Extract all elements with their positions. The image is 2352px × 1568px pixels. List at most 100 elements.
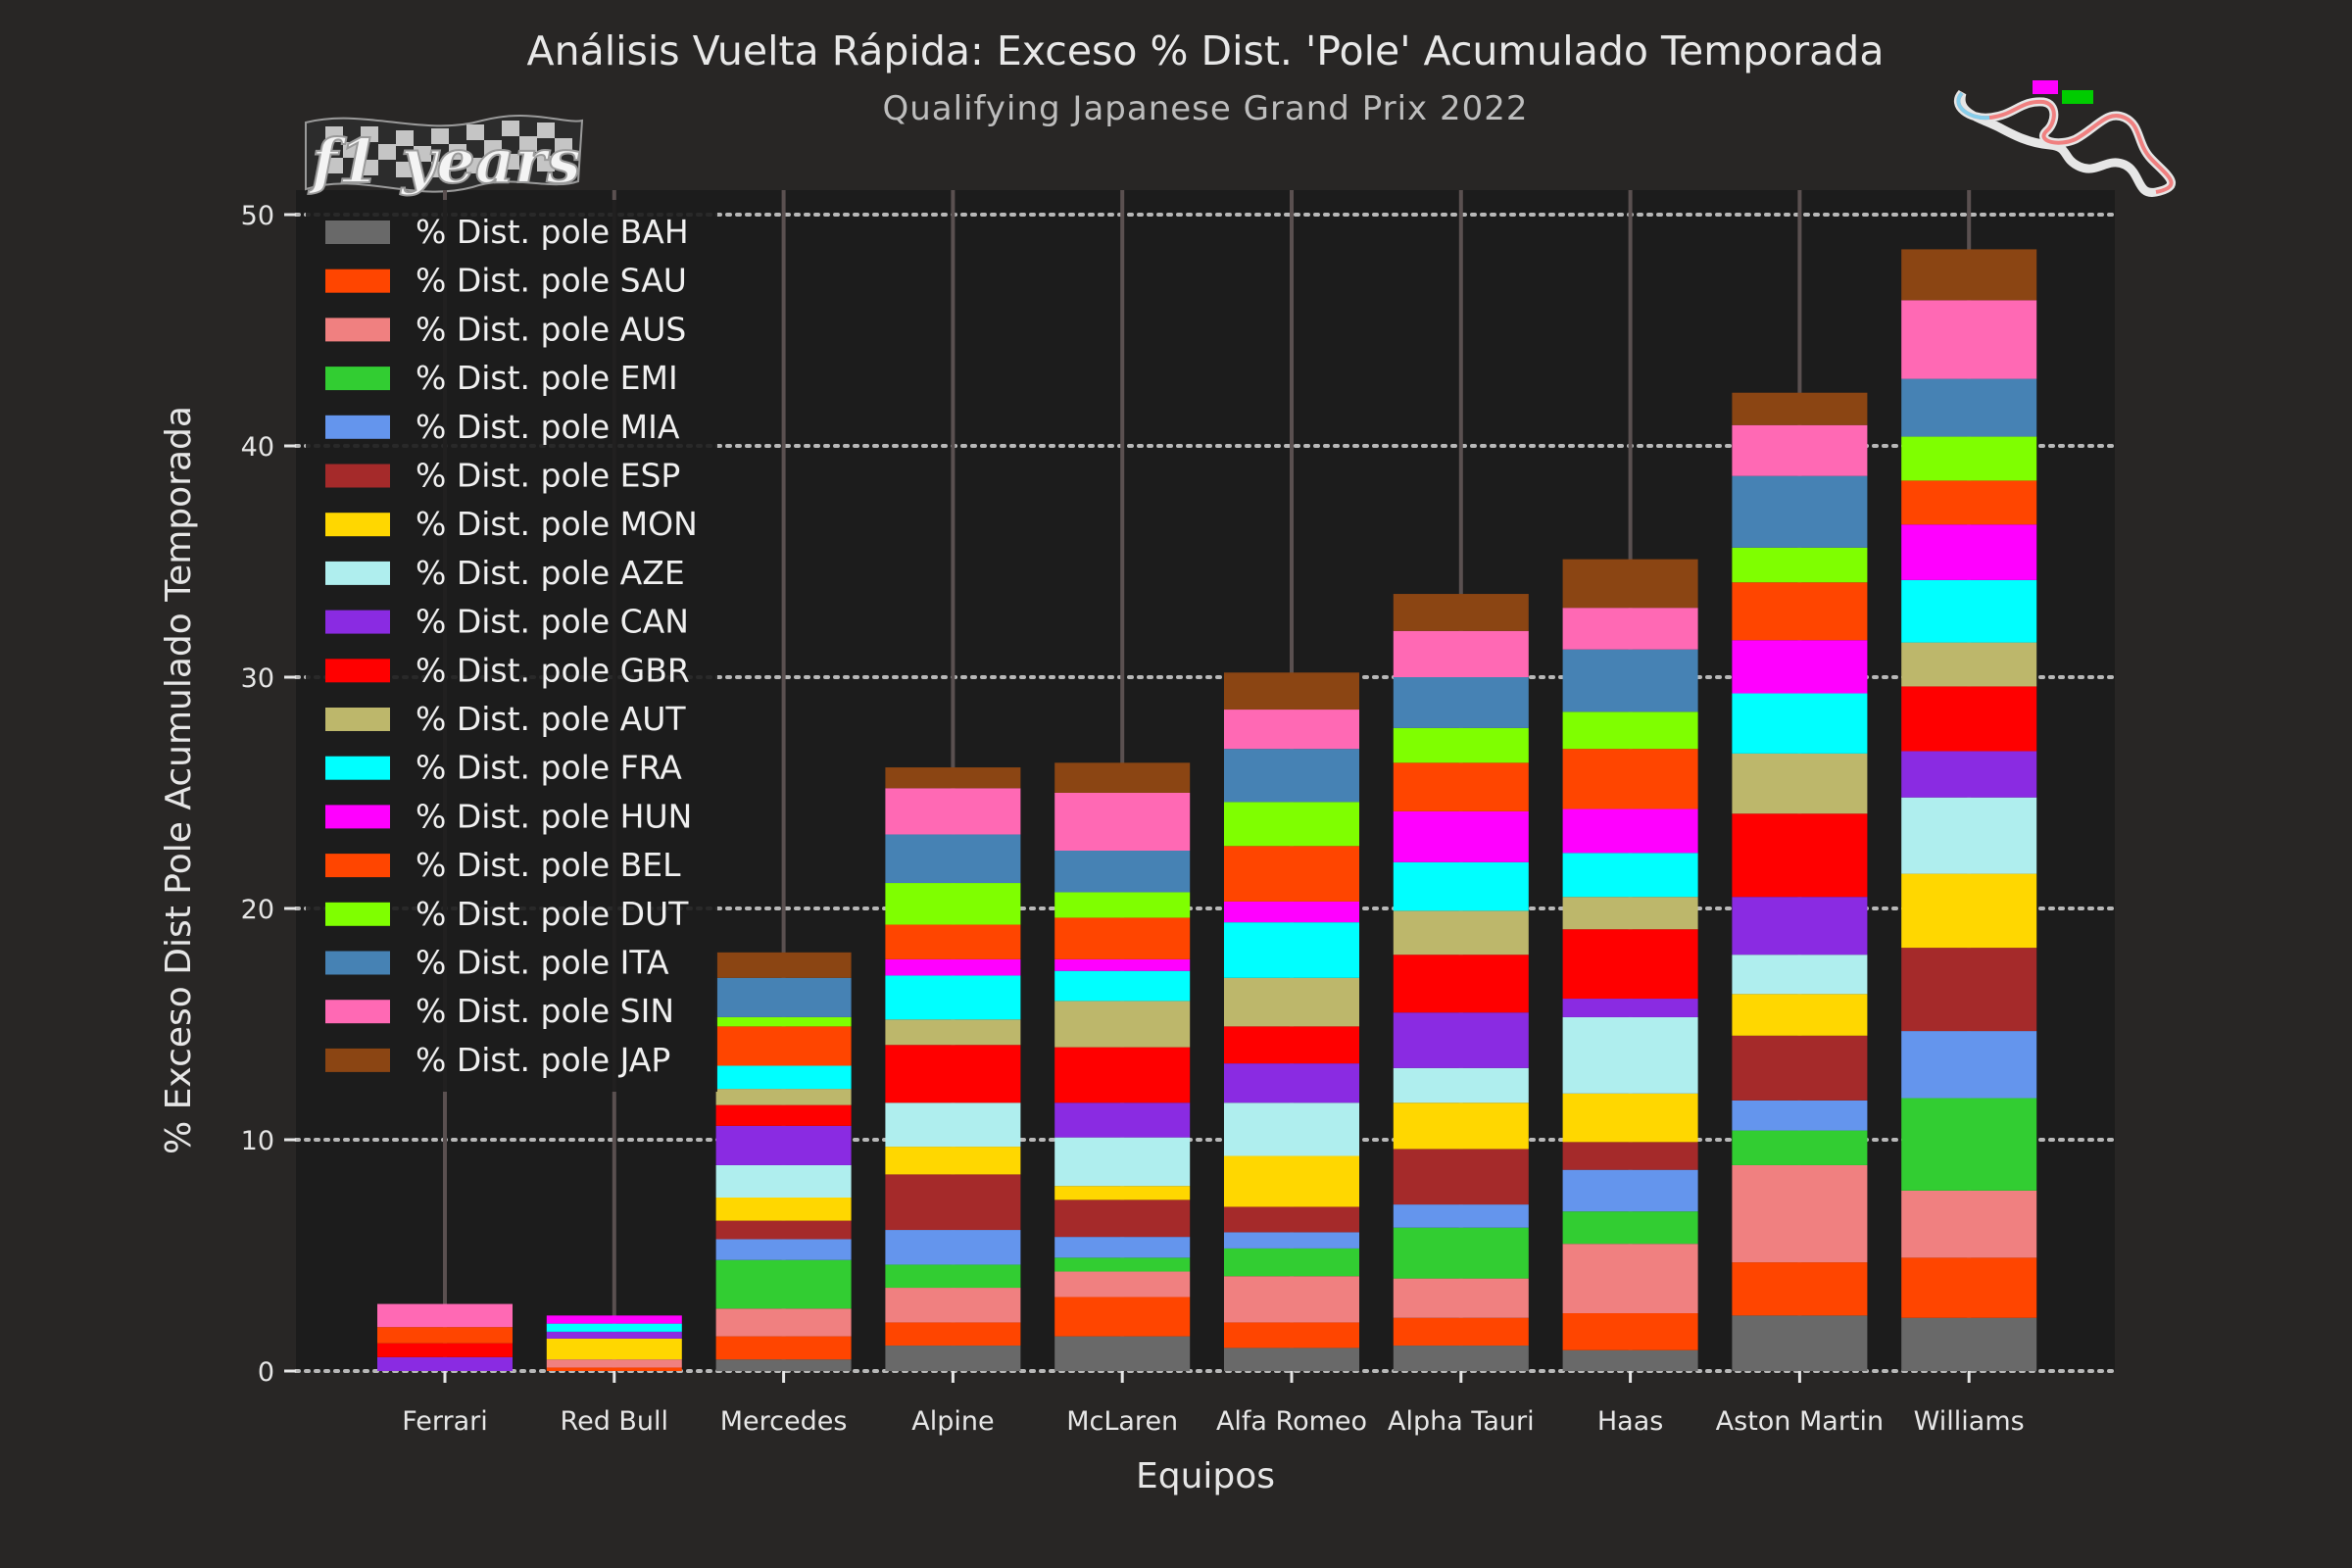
bar-segment [1562, 853, 1698, 898]
bar-segment [1562, 808, 1698, 854]
bar-segment [885, 834, 1021, 884]
bar-segment [1054, 1137, 1191, 1187]
bar-segment [1393, 1346, 1529, 1371]
bar-segment [1224, 1026, 1359, 1064]
legend-swatch [325, 318, 390, 342]
bar-segment [546, 1338, 682, 1360]
bar-segment [1224, 1232, 1359, 1249]
bar-segment [1901, 797, 2037, 874]
bar-segment [1054, 1257, 1191, 1272]
bar-segment [1224, 1155, 1359, 1207]
bar-segment [546, 1315, 682, 1324]
bar-segment [1393, 810, 1529, 862]
stacked-bars [377, 249, 2037, 1371]
bar-segment [715, 977, 852, 1017]
bar-segment [1054, 970, 1191, 1002]
bar-segment [1901, 686, 2037, 752]
bar-segment [1224, 846, 1359, 902]
bar-segment [885, 788, 1021, 835]
bar-segment [546, 1367, 682, 1371]
bar-segment [546, 1331, 682, 1339]
bar-segment [1393, 630, 1529, 677]
x-axis-label: Equipos [1136, 1456, 1275, 1496]
legend: % Dist. pole BAH % Dist. pole SAU % Dist. … [306, 200, 717, 1092]
legend-label: % Dist. pole AUS [416, 310, 686, 348]
legend-swatch [325, 659, 390, 683]
bar-segment [715, 1104, 852, 1126]
legend-swatch [325, 902, 390, 926]
legend-swatch [325, 951, 390, 975]
legend-swatch [325, 756, 390, 780]
legend-swatch [325, 854, 390, 878]
bar-segment [885, 1322, 1021, 1347]
bar-segment [885, 883, 1021, 925]
bar-segment [1054, 793, 1191, 851]
bar-segment [1393, 1012, 1529, 1068]
bar-segment [885, 924, 1021, 959]
bar-segment [1732, 693, 1868, 754]
legend-swatch [325, 561, 390, 585]
legend-label: % Dist. pole CAN [416, 603, 689, 641]
x-tick-label: Williams [1914, 1406, 2025, 1437]
legend-swatch [325, 220, 390, 244]
bar-segment [885, 975, 1021, 1020]
bar-segment [1562, 1142, 1698, 1170]
bar-segment [1732, 582, 1868, 641]
bar-segment [546, 1323, 682, 1332]
legend-label: % Dist. pole HUN [416, 797, 692, 835]
bar-segment [1562, 1313, 1698, 1350]
bar-segment [715, 1164, 852, 1198]
bar-segment [1224, 1206, 1359, 1233]
bar-segment [1562, 1211, 1698, 1245]
bar-segment [1732, 392, 1868, 425]
bar-segment [715, 1125, 852, 1165]
bar-segment [1732, 1035, 1868, 1101]
bar-segment [1562, 711, 1698, 750]
bar-segment [1224, 1276, 1359, 1323]
bar-segment [1562, 559, 1698, 609]
bar-segment [715, 1259, 852, 1309]
legend-label: % Dist. pole BAH [416, 213, 689, 251]
bar-segment [1054, 958, 1191, 971]
legend-label: % Dist. pole EMI [416, 359, 678, 397]
bar-segment [885, 1102, 1021, 1148]
bar-segment [1224, 1348, 1359, 1371]
bar-segment [885, 1264, 1021, 1289]
bar-segment [1901, 436, 2037, 481]
bar-segment [1562, 1349, 1698, 1371]
bar-segment [885, 1174, 1021, 1231]
bar-segment [1901, 642, 2037, 687]
legend-label: % Dist. pole BEL [416, 846, 681, 884]
x-tick-label: Alfa Romeo [1216, 1406, 1367, 1437]
bar-segment [1054, 1237, 1191, 1258]
bar-segment [715, 1220, 852, 1240]
suzuka-circuit-icon [1954, 80, 2176, 197]
bar-segment [1054, 1047, 1191, 1103]
x-tick-label: Mercedes [720, 1406, 848, 1437]
legend-label: % Dist. pole SIN [416, 992, 674, 1030]
bar-segment [1054, 762, 1191, 793]
bar-segment [1393, 955, 1529, 1013]
bar-segment [1393, 1317, 1529, 1347]
bar-segment [885, 1230, 1021, 1265]
bar-segment [1393, 1102, 1529, 1150]
bar-segment [1562, 749, 1698, 809]
bar-segment [1054, 1200, 1191, 1238]
y-tick-label: 10 [241, 1126, 274, 1156]
x-tick-label: Aston Martin [1716, 1406, 1884, 1437]
bar-segment [1732, 547, 1868, 583]
bar-segment [715, 1359, 852, 1371]
legend-swatch [325, 708, 390, 731]
bar-segment [1224, 749, 1359, 803]
bar-segment [1901, 948, 2037, 1032]
bar-segment [715, 1239, 852, 1260]
bar-segment [1901, 480, 2037, 525]
x-tick-label: Alpine [911, 1406, 994, 1437]
bar-segment [1054, 1102, 1191, 1138]
bar-segment [885, 958, 1021, 976]
bar-segment [1562, 608, 1698, 650]
bar-segment [377, 1327, 513, 1344]
bar-segment [1901, 579, 2037, 643]
bar-segment [1393, 727, 1529, 763]
bar-segment [377, 1343, 513, 1357]
